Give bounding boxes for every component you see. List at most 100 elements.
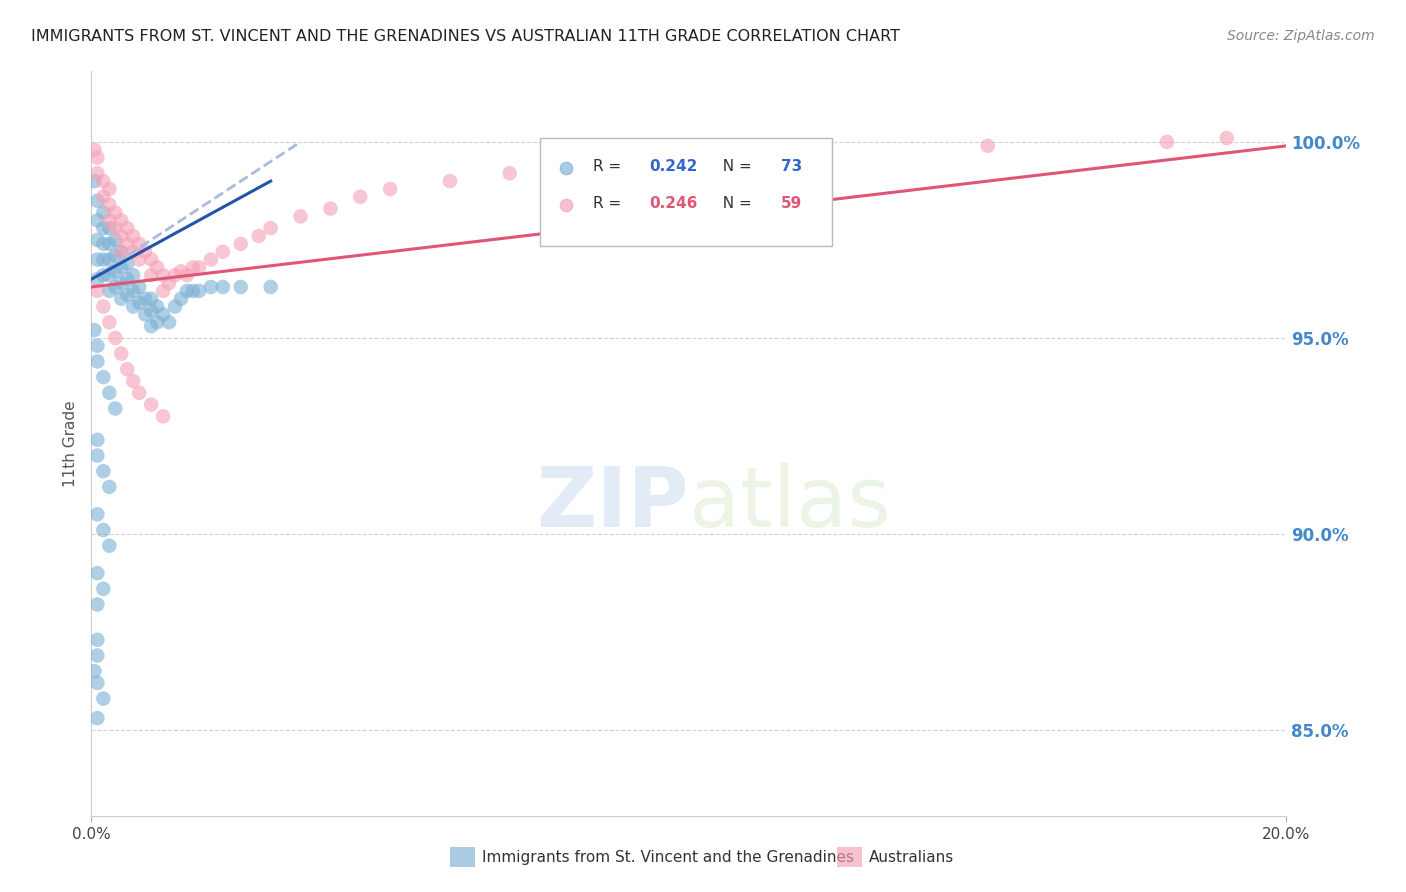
Point: [128, 236, 150, 251]
Point: [104, 401, 127, 416]
Point: [188, 284, 211, 298]
Point: [93, 582, 115, 596]
Point: [104, 280, 127, 294]
Point: [86, 354, 108, 368]
Point: [86, 433, 108, 447]
Point: [93, 174, 115, 188]
Point: [200, 280, 222, 294]
Point: [499, 166, 522, 180]
Point: [93, 300, 115, 314]
Point: [678, 151, 700, 165]
Point: [93, 268, 115, 283]
Y-axis label: 11th Grade: 11th Grade: [63, 401, 79, 487]
Text: IMMIGRANTS FROM ST. VINCENT AND THE GRENADINES VS AUSTRALIAN 11TH GRADE CORRELAT: IMMIGRANTS FROM ST. VINCENT AND THE GREN…: [31, 29, 900, 44]
Point: [110, 276, 132, 290]
Point: [380, 182, 402, 196]
Point: [93, 236, 115, 251]
Point: [146, 300, 169, 314]
Point: [86, 508, 108, 522]
Point: [86, 151, 108, 165]
Point: [110, 213, 132, 227]
Point: [558, 158, 581, 172]
Point: [86, 449, 108, 463]
Point: [128, 280, 150, 294]
Point: [115, 221, 138, 235]
Point: [128, 252, 150, 267]
Point: [122, 268, 145, 283]
Point: [176, 268, 198, 283]
Point: [188, 260, 211, 275]
Text: Australians: Australians: [869, 850, 955, 864]
Point: [134, 307, 156, 321]
Point: [93, 252, 115, 267]
Point: [211, 244, 233, 259]
Point: [86, 676, 108, 690]
Point: [141, 268, 163, 283]
Point: [115, 256, 138, 270]
Point: [115, 362, 138, 376]
Point: [115, 236, 138, 251]
Point: [141, 292, 163, 306]
Point: [86, 194, 108, 208]
Point: [86, 648, 108, 663]
Point: [115, 287, 138, 301]
Point: [110, 346, 132, 360]
Point: [122, 229, 145, 244]
Point: [110, 229, 132, 244]
Point: [176, 284, 198, 298]
Point: [104, 221, 127, 235]
Point: [128, 295, 150, 310]
Point: [170, 292, 193, 306]
Point: [86, 272, 108, 286]
Text: Immigrants from St. Vincent and the Grenadines: Immigrants from St. Vincent and the Gren…: [482, 850, 855, 864]
Point: [98, 268, 121, 283]
Point: [122, 284, 145, 298]
Point: [104, 205, 127, 219]
Point: [146, 315, 169, 329]
Point: [1156, 135, 1178, 149]
Point: [86, 598, 108, 612]
Point: [152, 284, 174, 298]
Point: [181, 260, 204, 275]
Point: [797, 143, 820, 157]
Point: [247, 229, 270, 244]
Point: [98, 315, 121, 329]
Text: 59: 59: [780, 196, 803, 211]
Point: [110, 292, 132, 306]
Text: 73: 73: [780, 160, 803, 174]
Text: N =: N =: [713, 196, 756, 211]
Point: [86, 284, 108, 298]
Point: [200, 252, 222, 267]
Text: 0.242: 0.242: [650, 160, 697, 174]
Text: R =: R =: [593, 196, 627, 211]
Point: [122, 244, 145, 259]
Point: [141, 252, 163, 267]
Point: [152, 409, 174, 424]
Point: [83, 143, 105, 157]
Point: [319, 202, 342, 216]
Point: [98, 252, 121, 267]
Point: [141, 303, 163, 318]
Point: [98, 182, 121, 196]
Point: [259, 221, 281, 235]
Point: [229, 280, 252, 294]
Point: [134, 292, 156, 306]
Point: [290, 210, 312, 224]
Text: N =: N =: [713, 160, 756, 174]
Point: [98, 213, 121, 227]
Point: [98, 236, 121, 251]
Point: [122, 374, 145, 388]
Point: [259, 280, 281, 294]
Point: [104, 331, 127, 345]
Point: [86, 213, 108, 227]
Point: [181, 284, 204, 298]
Point: [98, 539, 121, 553]
Point: [115, 272, 138, 286]
Point: [93, 221, 115, 235]
Point: [83, 664, 105, 678]
Point: [122, 300, 145, 314]
Point: [134, 244, 156, 259]
Point: [152, 307, 174, 321]
Text: 0.246: 0.246: [650, 196, 697, 211]
Point: [229, 236, 252, 251]
